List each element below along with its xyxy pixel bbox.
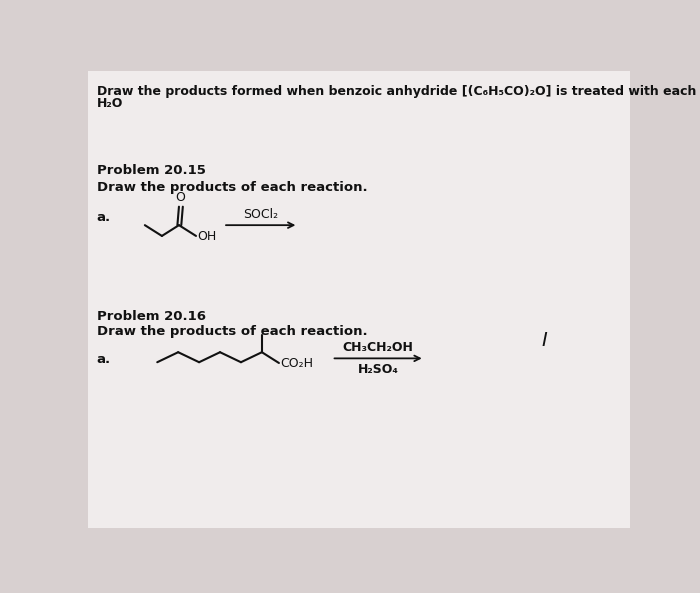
Text: CH₃CH₂OH: CH₃CH₂OH <box>343 341 414 354</box>
Text: H₂SO₄: H₂SO₄ <box>358 363 398 376</box>
Text: Draw the products of each reaction.: Draw the products of each reaction. <box>97 325 368 338</box>
Text: a.: a. <box>97 353 111 366</box>
Text: I: I <box>542 331 547 350</box>
Text: Draw the products of each reaction.: Draw the products of each reaction. <box>97 180 368 193</box>
Text: Problem 20.16: Problem 20.16 <box>97 310 206 323</box>
Text: OH: OH <box>197 230 217 243</box>
Text: O: O <box>176 192 186 205</box>
Text: a.: a. <box>97 211 111 224</box>
Text: CO₂H: CO₂H <box>281 357 314 370</box>
Text: Problem 20.15: Problem 20.15 <box>97 164 206 177</box>
Text: SOCl₂: SOCl₂ <box>243 208 279 221</box>
Text: Draw the products formed when benzoic anhydride [(C₆H₅CO)₂O] is treated with eac: Draw the products formed when benzoic an… <box>97 85 700 98</box>
Text: H₂O: H₂O <box>97 97 123 110</box>
